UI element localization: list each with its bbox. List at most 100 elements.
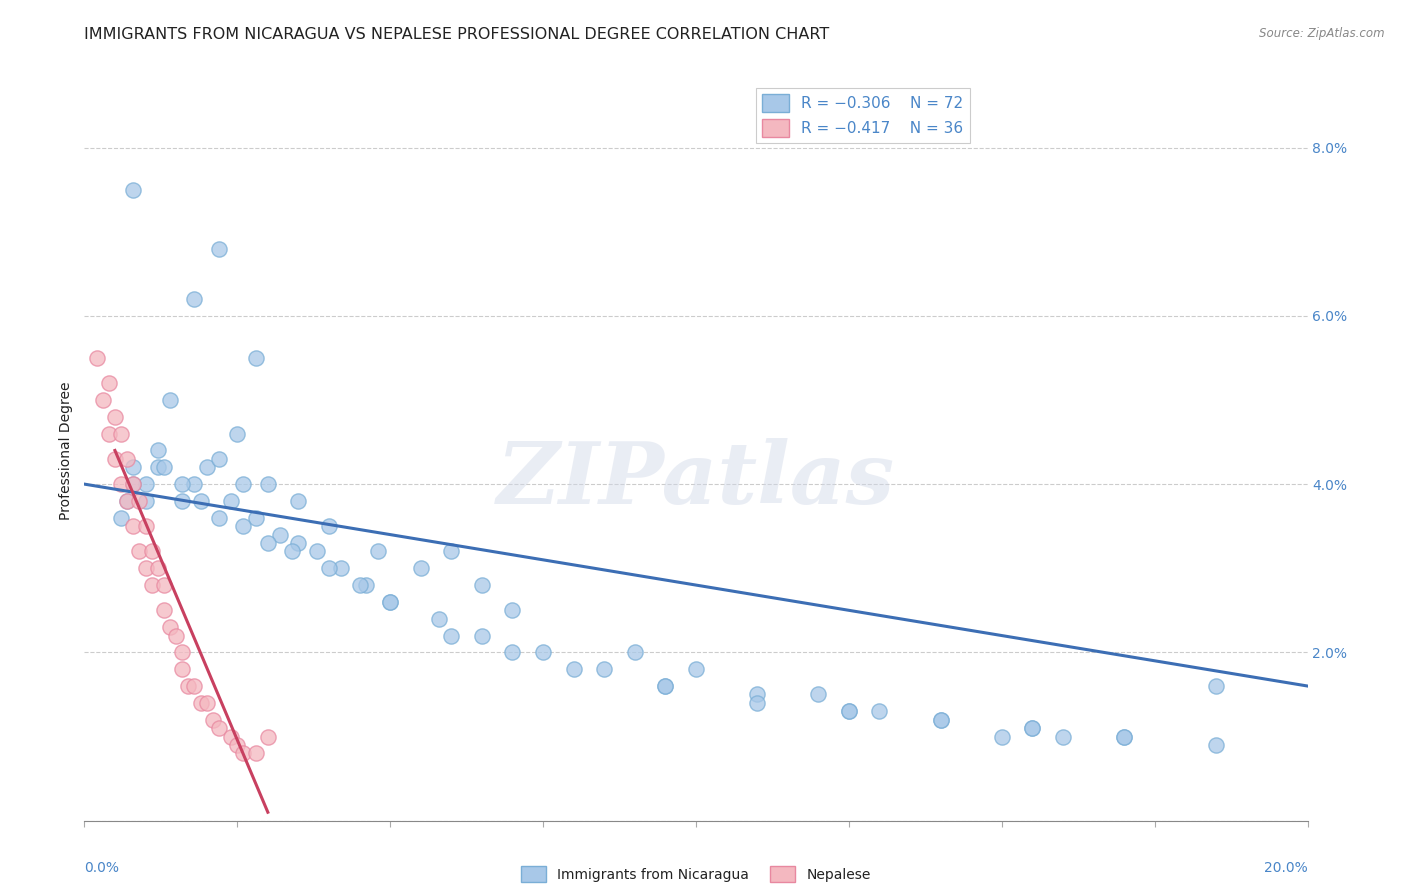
- Point: [128, 494, 150, 508]
- Point: [287, 494, 309, 508]
- Point: [1021, 721, 1043, 735]
- Point: [367, 544, 389, 558]
- Point: [232, 519, 254, 533]
- Point: [929, 713, 952, 727]
- Point: [281, 544, 304, 558]
- Point: [104, 451, 127, 466]
- Point: [183, 679, 205, 693]
- Point: [201, 713, 224, 727]
- Point: [1114, 730, 1136, 744]
- Point: [654, 679, 676, 693]
- Point: [380, 595, 402, 609]
- Point: [409, 561, 432, 575]
- Point: [269, 527, 291, 541]
- Text: ZIPatlas: ZIPatlas: [496, 438, 896, 522]
- Point: [838, 704, 860, 718]
- Point: [427, 612, 450, 626]
- Point: [110, 477, 132, 491]
- Point: [624, 645, 647, 659]
- Point: [1114, 730, 1136, 744]
- Point: [208, 451, 231, 466]
- Point: [104, 409, 127, 424]
- Point: [305, 544, 328, 558]
- Point: [440, 544, 463, 558]
- Point: [330, 561, 353, 575]
- Point: [97, 426, 120, 441]
- Point: [1205, 738, 1227, 752]
- Point: [869, 704, 891, 718]
- Point: [153, 578, 176, 592]
- Point: [122, 477, 145, 491]
- Point: [195, 460, 218, 475]
- Point: [245, 351, 267, 365]
- Point: [190, 696, 212, 710]
- Point: [440, 628, 463, 642]
- Point: [349, 578, 371, 592]
- Text: 0.0%: 0.0%: [84, 862, 120, 875]
- Point: [135, 561, 157, 575]
- Y-axis label: Professional Degree: Professional Degree: [59, 381, 73, 520]
- Point: [245, 747, 267, 761]
- Point: [135, 519, 157, 533]
- Point: [471, 628, 494, 642]
- Point: [122, 183, 145, 197]
- Point: [146, 460, 169, 475]
- Point: [146, 561, 169, 575]
- Point: [226, 426, 249, 441]
- Point: [208, 510, 231, 524]
- Point: [115, 494, 138, 508]
- Legend: Immigrants from Nicaragua, Nepalese: Immigrants from Nicaragua, Nepalese: [516, 861, 876, 888]
- Point: [807, 688, 830, 702]
- Point: [110, 426, 132, 441]
- Point: [159, 620, 181, 634]
- Point: [190, 494, 212, 508]
- Point: [747, 688, 769, 702]
- Point: [354, 578, 377, 592]
- Point: [1205, 679, 1227, 693]
- Point: [159, 392, 181, 407]
- Point: [685, 662, 707, 676]
- Point: [219, 730, 242, 744]
- Point: [318, 561, 340, 575]
- Point: [226, 738, 249, 752]
- Point: [208, 242, 231, 256]
- Point: [183, 477, 205, 491]
- Point: [135, 477, 157, 491]
- Point: [146, 443, 169, 458]
- Point: [257, 536, 280, 550]
- Point: [172, 645, 194, 659]
- Point: [593, 662, 616, 676]
- Point: [91, 392, 114, 407]
- Point: [257, 477, 280, 491]
- Point: [153, 460, 176, 475]
- Point: [838, 704, 860, 718]
- Text: IMMIGRANTS FROM NICARAGUA VS NEPALESE PROFESSIONAL DEGREE CORRELATION CHART: IMMIGRANTS FROM NICARAGUA VS NEPALESE PR…: [84, 27, 830, 42]
- Point: [245, 510, 267, 524]
- Point: [172, 662, 194, 676]
- Point: [141, 578, 163, 592]
- Point: [115, 451, 138, 466]
- Point: [208, 721, 231, 735]
- Point: [654, 679, 676, 693]
- Point: [177, 679, 200, 693]
- Point: [318, 519, 340, 533]
- Point: [929, 713, 952, 727]
- Point: [232, 477, 254, 491]
- Point: [122, 460, 145, 475]
- Point: [86, 351, 108, 365]
- Point: [115, 494, 138, 508]
- Point: [219, 494, 242, 508]
- Point: [153, 603, 176, 617]
- Point: [122, 519, 145, 533]
- Point: [257, 730, 280, 744]
- Point: [110, 510, 132, 524]
- Point: [135, 494, 157, 508]
- Point: [122, 477, 145, 491]
- Point: [991, 730, 1014, 744]
- Point: [747, 696, 769, 710]
- Point: [172, 477, 194, 491]
- Point: [232, 747, 254, 761]
- Text: 20.0%: 20.0%: [1264, 862, 1308, 875]
- Point: [502, 603, 524, 617]
- Point: [195, 696, 218, 710]
